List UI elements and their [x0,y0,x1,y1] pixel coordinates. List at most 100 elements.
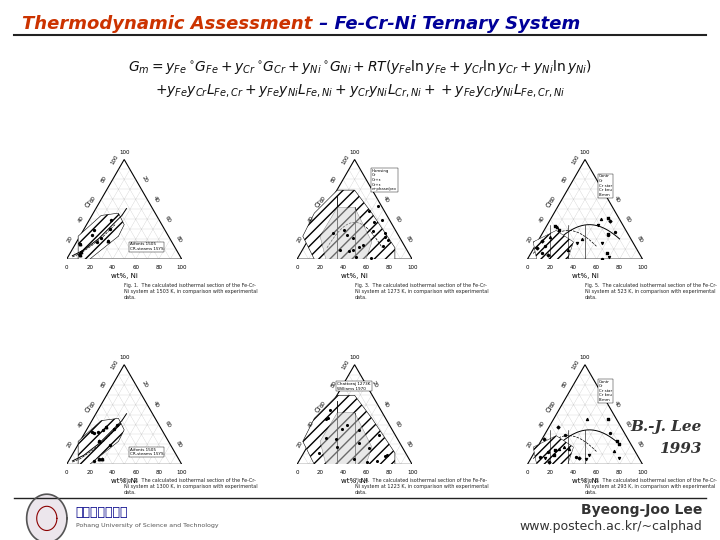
Text: 100: 100 [110,154,120,165]
Point [364,206,375,215]
Text: wt%, Ni: wt%, Ni [341,273,368,279]
Point [348,455,359,463]
Text: 80: 80 [405,440,413,449]
Point [582,415,593,424]
Text: 60: 60 [593,265,600,270]
Text: Aifonts 1505
CR-steams 15YS: Aifonts 1505 CR-steams 15YS [130,448,163,456]
Text: wt%, Ni: wt%, Ni [572,478,598,484]
Point [75,240,86,248]
Text: 100: 100 [580,150,590,155]
Polygon shape [320,413,372,464]
Point [336,425,348,434]
Polygon shape [27,494,67,540]
Point [320,434,332,442]
Text: 20: 20 [296,235,304,244]
Text: Homsing
Cr
Cr+ε
Cr+ε
ε+phase/pro: Homsing Cr Cr+ε Cr+ε ε+phase/pro [372,168,397,191]
Text: 40: 40 [307,215,315,224]
Text: Fig. 3.  The calculated isothermal section of the Fe-Cr-
Ni system at 1273 K, in: Fig. 3. The calculated isothermal sectio… [355,284,488,300]
Text: 80: 80 [330,175,338,184]
Text: 0: 0 [65,470,68,475]
Point [367,227,379,235]
Point [564,445,575,454]
Point [539,454,550,462]
Point [595,215,606,224]
Text: wt%, Ni: wt%, Ni [111,273,138,279]
Point [379,233,391,241]
Text: 40: 40 [307,420,315,429]
Point [361,457,373,466]
Text: Fig. 4.  The calculated isothermal section of the Fe-Fe-
Ni system at 1223 K, in: Fig. 4. The calculated isothermal sectio… [355,478,488,495]
Text: 40: 40 [570,470,577,475]
Point [602,214,613,222]
Text: 20: 20 [86,470,93,475]
Text: 100: 100 [407,265,418,270]
Text: 20: 20 [140,175,148,184]
Text: $+ y_{Fe}y_{Cr}L_{Fe,Cr} + y_{Fe}y_{Ni}L_{Fe,Ni} + y_{Cr}y_{Ni}L_{Cr,Ni} + +y_{F: $+ y_{Fe}y_{Cr}L_{Fe,Cr} + y_{Fe}y_{Ni}L… [155,82,565,99]
Text: 60: 60 [319,400,327,409]
Text: 40: 40 [538,215,546,224]
Point [327,228,338,237]
Point [382,236,394,245]
Text: 80: 80 [636,440,644,449]
Point [330,435,342,443]
Text: 40: 40 [382,195,390,204]
Text: 60: 60 [394,420,402,429]
Text: 60: 60 [363,265,369,270]
Text: 80: 80 [100,380,108,389]
Text: 100: 100 [110,359,120,370]
Point [331,443,343,451]
Point [543,251,554,259]
Point [613,454,624,462]
Point [334,245,346,254]
Point [549,450,560,459]
Point [348,234,359,242]
Text: 80: 80 [100,175,108,184]
Text: 80: 80 [636,235,644,244]
Text: 40: 40 [77,420,85,429]
Point [570,453,582,461]
Point [374,430,385,439]
Point [534,453,545,462]
Point [74,251,86,259]
Text: Cr: Cr [315,199,323,209]
Point [602,231,613,240]
Point [559,431,571,440]
Text: 20: 20 [66,235,73,244]
Text: 60: 60 [132,470,139,475]
Point [604,428,616,437]
Point [357,241,369,249]
Text: 60: 60 [363,470,369,475]
Point [372,202,384,211]
Text: 20: 20 [86,265,93,270]
Text: 60: 60 [549,195,557,204]
Point [320,415,332,423]
Text: 80: 80 [561,175,569,184]
Text: www.postech.ac.kr/~calphad: www.postech.ac.kr/~calphad [519,520,702,533]
Text: 60: 60 [549,400,557,409]
Text: 40: 40 [340,470,346,475]
Point [584,451,595,460]
Point [552,422,564,431]
Point [571,239,582,247]
Point [341,421,352,429]
Point [323,414,334,422]
Point [580,455,592,463]
Point [101,423,112,431]
Text: 80: 80 [175,235,183,244]
Text: 0: 0 [295,265,299,270]
Point [75,248,86,257]
Point [354,242,365,251]
Text: Contr
Cr
Cr star
Cr knu
B-mm: Contr Cr Cr star Cr knu B-mm [599,380,612,402]
Text: 60: 60 [89,400,96,409]
Text: Chattoraj 1273K
Williams 1970: Chattoraj 1273K Williams 1970 [338,382,371,390]
Text: 60: 60 [163,420,171,429]
Polygon shape [534,231,574,259]
Text: – Fe-Cr-Ni Ternary System: – Fe-Cr-Ni Ternary System [313,15,580,33]
Text: 100: 100 [637,470,648,475]
Text: 0: 0 [526,265,529,270]
Text: 40: 40 [152,400,160,409]
Point [604,217,616,226]
Point [94,436,105,445]
Point [381,450,392,459]
Point [94,455,105,463]
